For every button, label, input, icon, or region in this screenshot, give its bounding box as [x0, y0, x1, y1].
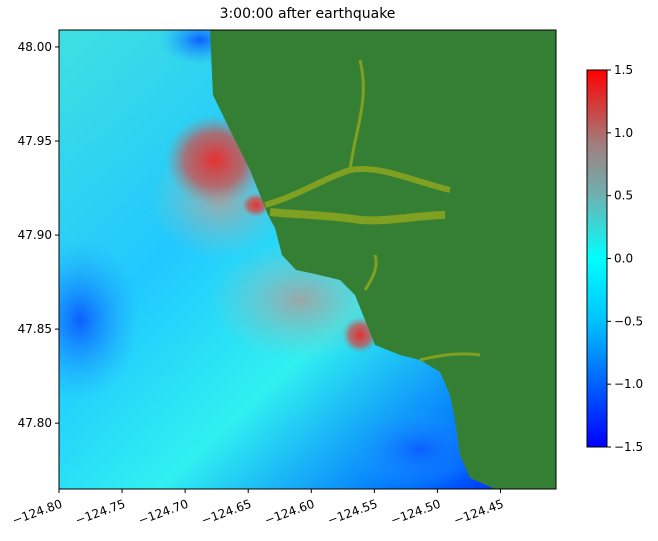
- x-tick-label: −124.55: [326, 497, 380, 528]
- colorbar-tick-label: 0.0: [614, 252, 633, 266]
- x-tick-label: −124.70: [136, 497, 190, 528]
- x-tick-label: −124.45: [452, 497, 506, 528]
- colorbar-tick-label: −1.5: [614, 440, 643, 454]
- colorbar-tick-label: −0.5: [614, 314, 643, 328]
- land: [210, 30, 556, 489]
- colorbar-axis: −1.5 −1.0 −0.5 0.0 0.5 1.0 1.5: [607, 63, 643, 454]
- colorbar-tick-label: 1.5: [614, 63, 633, 77]
- x-tick-label: −124.75: [73, 497, 127, 528]
- x-axis: −124.80 −124.75 −124.70 −124.65 −124.60 −124.…: [10, 489, 506, 528]
- x-tick-label: −124.65: [200, 497, 254, 528]
- x-tick-label: −124.80: [10, 497, 64, 528]
- y-tick-label: 48.00: [18, 40, 52, 54]
- colorbar-tick-label: 1.0: [614, 126, 633, 140]
- plot-frame: [58, 29, 557, 490]
- y-tick-label: 47.90: [18, 228, 52, 242]
- y-tick-label: 47.95: [18, 134, 52, 148]
- heatmap-field: [59, 30, 556, 489]
- x-tick-label: −124.50: [389, 497, 443, 528]
- colorbar-tick-label: −1.0: [614, 377, 643, 391]
- y-tick-label: 47.85: [18, 322, 52, 336]
- colorbar-tick-label: 0.5: [614, 189, 633, 203]
- x-tick-label: −124.60: [263, 497, 317, 528]
- colorbar: [586, 69, 608, 448]
- y-tick-label: 47.80: [18, 416, 52, 430]
- chart-title: 3:00:00 after earthquake: [219, 6, 396, 22]
- y-axis: 47.80 47.85 47.90 47.95 48.00: [18, 40, 59, 430]
